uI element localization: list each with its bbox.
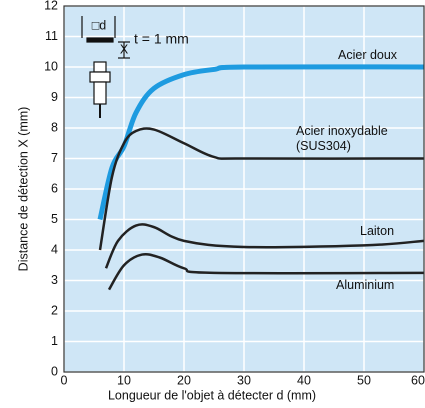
x-tick-label: 50 [357,373,371,387]
series-label: Acier inoxydable (SUS304) [296,124,388,153]
y-tick-label: 6 [51,181,58,195]
series-label: Laiton [360,224,395,238]
y-tick-label: 1 [51,334,58,348]
series-line [107,252,425,291]
x-tick-label: 30 [237,373,251,387]
x-tick-label: 0 [61,373,68,387]
y-tick-label: 3 [51,273,58,287]
x-tick-label: 60 [411,373,425,387]
series-label-text: Acier inoxydable (SUS304) [296,124,388,153]
y-tick-label: 10 [44,59,58,73]
series-label: Acier doux [338,48,398,62]
y-tick-label: 12 [44,0,58,12]
plot-frame [63,5,425,373]
y-tick-label: 2 [51,303,58,317]
y-tick-label: 7 [51,151,58,165]
y-tick-label: 5 [51,212,58,226]
series-label-text: Acier doux [338,48,398,62]
x-tick-label: 10 [117,373,131,387]
annotation: X [120,42,129,56]
sensor-icon [81,16,130,118]
y-tick-label: 8 [51,120,58,134]
y-axis-label: Distance de détection X (mm) [16,107,30,272]
series-line [98,127,425,251]
y-tick-label: 4 [51,242,58,256]
series-label-text: Aluminium [336,278,395,292]
annotation: t = 1 mm [134,31,189,47]
annotation: □d [92,18,107,32]
y-tick-label: 0 [51,364,58,378]
y-tick-label: 11 [45,29,58,43]
series-line [104,223,425,269]
series-label: Aluminium [336,278,395,292]
x-axis-label: Longueur de l'objet à détecter d (mm) [108,388,316,402]
x-tick-label: 20 [177,373,191,387]
x-tick-label: 40 [297,373,311,387]
y-tick-label: 9 [51,90,58,104]
series-label-text: Laiton [360,224,395,238]
